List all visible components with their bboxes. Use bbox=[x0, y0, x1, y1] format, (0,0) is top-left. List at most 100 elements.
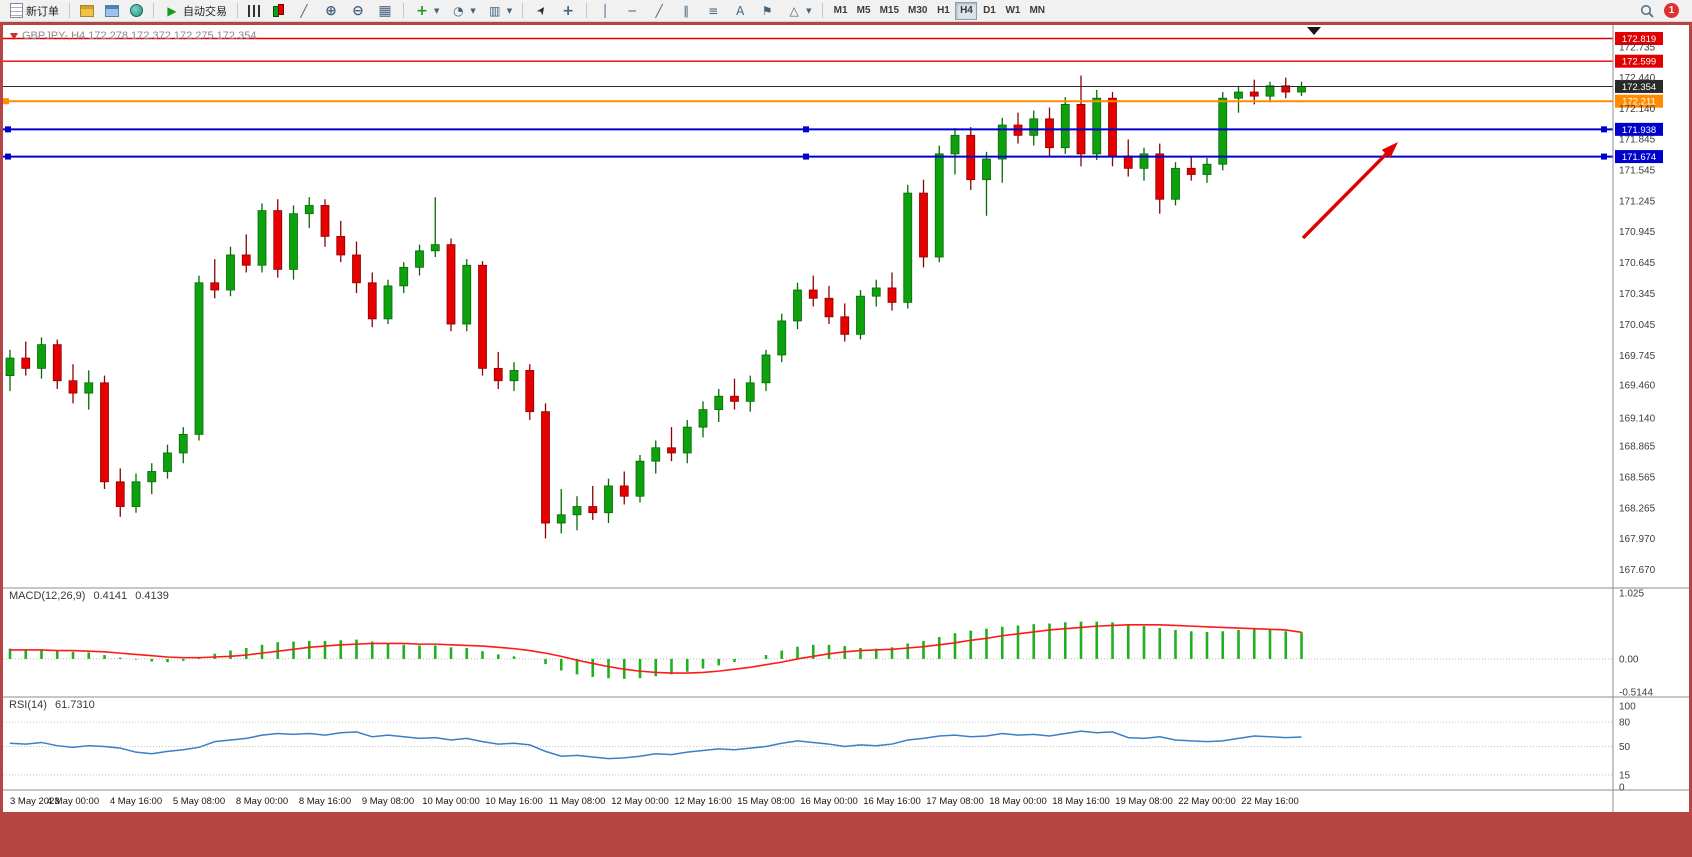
notification-badge[interactable]: 1 bbox=[1664, 3, 1679, 18]
line-handle[interactable] bbox=[5, 153, 11, 160]
tile-windows-button[interactable]: ▦ bbox=[372, 1, 398, 21]
svg-text:-0.5144: -0.5144 bbox=[1619, 688, 1653, 699]
zoom-in-button[interactable]: ⊕ bbox=[318, 1, 344, 21]
candles-layer bbox=[5, 75, 1306, 539]
template-icon: ▥ bbox=[489, 3, 501, 18]
trendline-tool-button[interactable]: ╱ bbox=[646, 1, 672, 21]
cursor-button[interactable]: ➤ bbox=[528, 1, 554, 21]
svg-text:18 May 16:00: 18 May 16:00 bbox=[1052, 796, 1110, 807]
svg-text:168.865: 168.865 bbox=[1619, 442, 1656, 453]
line-chart-button[interactable]: ╱ bbox=[291, 1, 317, 21]
svg-text:171.845: 171.845 bbox=[1619, 134, 1656, 145]
timeframe-m15-button[interactable]: M15 bbox=[876, 2, 903, 20]
svg-text:15 May 08:00: 15 May 08:00 bbox=[737, 796, 795, 807]
macd-value-2: 0.4139 bbox=[135, 590, 169, 602]
price-tag-172.599[interactable] bbox=[1615, 54, 1663, 68]
window-border-bottom bbox=[0, 812, 1692, 857]
horizontal-line-icon: ─ bbox=[628, 3, 636, 18]
line-handle[interactable] bbox=[803, 153, 809, 160]
periods-button[interactable]: ◔ ▼ bbox=[445, 1, 480, 21]
candlestick-chart-icon bbox=[272, 3, 285, 18]
macd-indicator-label: MACD(12,26,9) 0.4141 0.4139 bbox=[9, 590, 169, 602]
line-handle[interactable] bbox=[803, 126, 809, 133]
timeframe-mn-button[interactable]: MN bbox=[1025, 2, 1049, 20]
svg-text:10 May 16:00: 10 May 16:00 bbox=[485, 796, 543, 807]
timeframe-m30-button[interactable]: M30 bbox=[904, 2, 931, 20]
new-order-label: 新订单 bbox=[26, 5, 59, 18]
svg-text:15: 15 bbox=[1619, 770, 1631, 781]
fibonacci-icon: ≡ bbox=[708, 3, 719, 18]
data-window-button[interactable] bbox=[100, 1, 124, 21]
svg-text:4 May 00:00: 4 May 00:00 bbox=[47, 796, 99, 807]
svg-text:16 May 00:00: 16 May 00:00 bbox=[800, 796, 858, 807]
svg-text:172.440: 172.440 bbox=[1619, 73, 1656, 84]
price-tags-layer: 172.819 172.599 172.354 172.211 171.938 171.6… bbox=[1615, 32, 1663, 164]
line-handle[interactable] bbox=[1601, 126, 1607, 133]
bar-chart-icon bbox=[248, 4, 261, 17]
fibonacci-tool-button[interactable]: ≡ bbox=[700, 1, 726, 21]
shapes-tool-button[interactable]: △ ▼ bbox=[781, 1, 816, 21]
indicators-button[interactable]: + ▼ bbox=[409, 1, 444, 21]
label-tool-button[interactable]: ⚑ bbox=[754, 1, 780, 21]
price-tag-172.819[interactable] bbox=[1615, 32, 1663, 46]
timeframe-h4-button[interactable]: H4 bbox=[955, 1, 978, 20]
chevron-down-icon: ▼ bbox=[470, 6, 476, 15]
price-tag-171.938[interactable] bbox=[1615, 122, 1663, 136]
templates-button[interactable]: ▥ ▼ bbox=[482, 1, 517, 21]
svg-text:169.460: 169.460 bbox=[1619, 380, 1656, 391]
toolbar-separator bbox=[153, 3, 154, 18]
window-border-left bbox=[0, 22, 3, 857]
svg-text:171.938: 171.938 bbox=[1622, 125, 1656, 136]
svg-text:16 May 16:00: 16 May 16:00 bbox=[863, 796, 921, 807]
trend-arrow-head[interactable] bbox=[1381, 142, 1398, 159]
svg-text:171.245: 171.245 bbox=[1619, 196, 1656, 207]
svg-text:168.265: 168.265 bbox=[1619, 504, 1656, 515]
chevron-down-icon: ▼ bbox=[434, 6, 440, 15]
price-axis[interactable]: 172.735 172.440 172.140 171.845 171.545 171.2… bbox=[1619, 43, 1656, 794]
search-icon[interactable] bbox=[1639, 3, 1655, 19]
rsi-name: RSI(14) bbox=[9, 699, 47, 711]
tile-windows-icon: ▦ bbox=[378, 2, 392, 19]
price-tag-171.674[interactable] bbox=[1615, 150, 1663, 164]
timeframe-h1-button[interactable]: H1 bbox=[932, 2, 954, 20]
toolbar-separator bbox=[821, 3, 823, 18]
timeframe-m1-button[interactable]: M1 bbox=[830, 2, 852, 20]
clock-icon: ◔ bbox=[453, 3, 464, 18]
zoom-out-button[interactable]: ⊖ bbox=[345, 1, 371, 21]
autotrade-button[interactable]: ▶ 自动交易 bbox=[159, 1, 232, 21]
market-watch-icon bbox=[80, 4, 94, 17]
candlestick-chart-button[interactable] bbox=[267, 1, 290, 21]
price-tag-172.354[interactable] bbox=[1615, 79, 1663, 93]
timeframe-w1-button[interactable]: W1 bbox=[1001, 2, 1024, 20]
line-handle[interactable] bbox=[1601, 153, 1607, 160]
new-order-button[interactable]: 新订单 bbox=[5, 1, 64, 21]
text-tool-button[interactable]: A bbox=[727, 1, 753, 21]
cursor-icon: ➤ bbox=[533, 2, 550, 19]
macd-signal-line bbox=[10, 624, 1302, 674]
vertical-line-tool-button[interactable]: │ bbox=[592, 1, 618, 21]
trend-arrow-line[interactable] bbox=[1301, 147, 1393, 240]
navigator-button[interactable] bbox=[125, 1, 148, 21]
data-window-icon bbox=[105, 4, 119, 17]
svg-text:170.045: 170.045 bbox=[1619, 320, 1656, 331]
horizontal-line-tool-button[interactable]: ─ bbox=[619, 1, 645, 21]
svg-text:171.674: 171.674 bbox=[1622, 152, 1656, 163]
timeframe-d1-button[interactable]: D1 bbox=[978, 2, 1000, 20]
svg-text:170.645: 170.645 bbox=[1619, 258, 1656, 269]
svg-text:172.354: 172.354 bbox=[1622, 82, 1656, 93]
bar-chart-button[interactable] bbox=[243, 1, 266, 21]
price-tag-172.211[interactable] bbox=[1615, 94, 1663, 108]
line-handle[interactable] bbox=[5, 126, 11, 133]
svg-text:5 May 08:00: 5 May 08:00 bbox=[173, 796, 225, 807]
channel-tool-button[interactable]: ∥ bbox=[673, 1, 699, 21]
zoom-out-icon: ⊖ bbox=[352, 2, 364, 19]
toolbar-separator bbox=[69, 3, 70, 18]
line-handle[interactable] bbox=[3, 98, 9, 105]
market-watch-button[interactable] bbox=[75, 1, 99, 21]
crosshair-button[interactable]: + bbox=[555, 1, 581, 21]
trendline-icon: ╱ bbox=[655, 3, 663, 18]
timeframe-m5-button[interactable]: M5 bbox=[853, 2, 875, 20]
channel-icon: ∥ bbox=[683, 3, 690, 18]
